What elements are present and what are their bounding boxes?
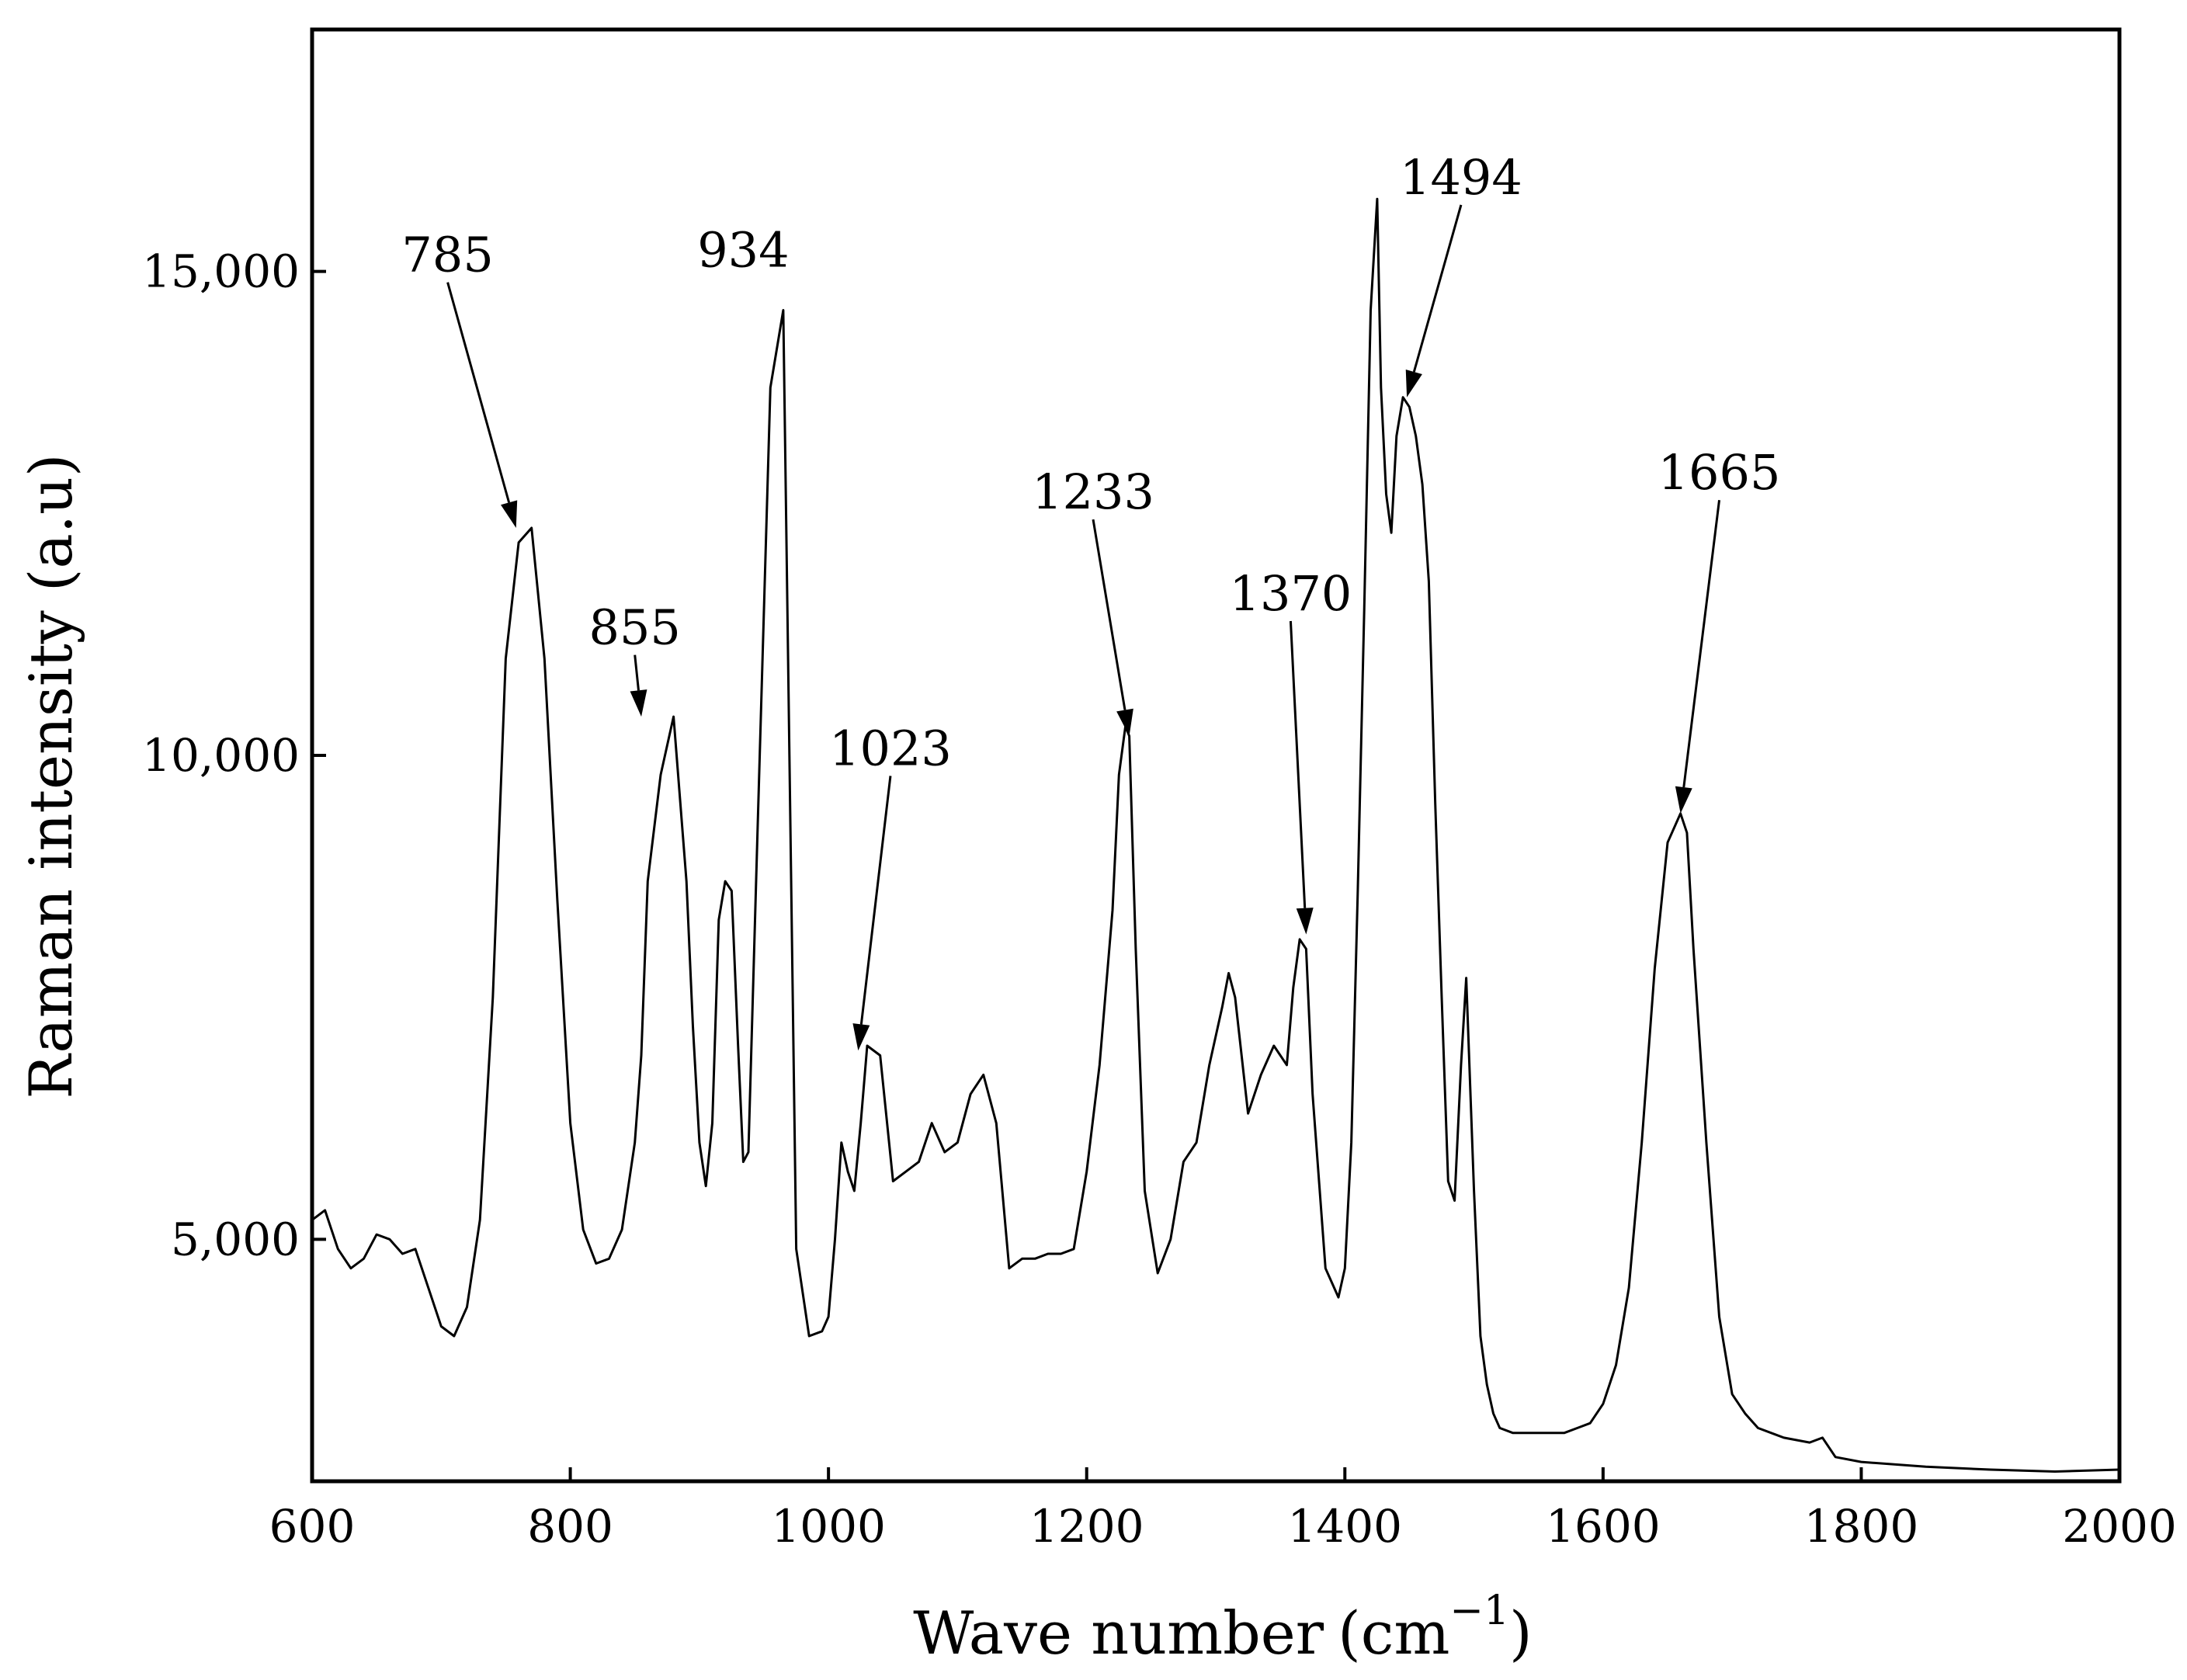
- peak-arrow-shaft: [1092, 519, 1126, 710]
- peak-arrow-head: [852, 1023, 870, 1051]
- x-tick-label: 1200: [1029, 1500, 1144, 1553]
- peak-arrow-shaft: [1682, 499, 1721, 788]
- x-tick-label: 1400: [1287, 1500, 1402, 1553]
- y-tick-label: 10,000: [142, 729, 300, 782]
- peak-label: 1665: [1658, 444, 1781, 501]
- peak-label: 1494: [1400, 149, 1522, 206]
- peak-arrow-head: [630, 689, 647, 717]
- x-tick-label: 1800: [1804, 1500, 1919, 1553]
- peak-label: 1370: [1230, 565, 1352, 622]
- peak-label: 855: [589, 599, 681, 656]
- axis-layer: 600 800 1000 1200 1400 1600 1800 2000 5,000 10,00…: [142, 27, 2177, 1553]
- x-axis-title-base: Wave number: [913, 1598, 1324, 1668]
- peak-arrow-shaft: [1412, 204, 1463, 373]
- spectrum-line: [311, 197, 2120, 1473]
- peak-arrow-head: [1116, 708, 1133, 737]
- series-layer: [311, 197, 2120, 1473]
- title-layer: Raman intensity (a.u) Wave number (cm−1): [16, 453, 1533, 1668]
- x-axis-title-unit: (cm: [1338, 1598, 1449, 1668]
- x-tick-label: 1000: [771, 1500, 886, 1553]
- plot-frame: [310, 27, 2122, 1484]
- x-tick-label: 800: [527, 1500, 613, 1553]
- peak-arrow-head: [501, 500, 518, 529]
- peak-arrow-head: [1405, 370, 1422, 397]
- y-tick-label: 5,000: [171, 1213, 300, 1265]
- peak-arrow-shaft: [634, 654, 640, 691]
- peak-label: 1023: [829, 720, 952, 776]
- peak-arrow-shaft: [859, 776, 892, 1025]
- x-tick-label: 600: [269, 1500, 356, 1553]
- y-axis-title: Raman intensity (a.u): [16, 453, 85, 1099]
- x-axis-title-unit-superscript: −1: [1449, 1588, 1509, 1634]
- x-axis-title: Wave number (cm−1): [913, 1588, 1532, 1668]
- peak-arrow-head: [1296, 908, 1314, 935]
- peak-label: 785: [401, 227, 493, 283]
- annotation-layer: 785 855 934 1023 1233 1370 1494 1665: [401, 149, 1781, 1051]
- peak-label: 1233: [1032, 463, 1154, 520]
- x-axis-title-unit-close: ): [1509, 1598, 1533, 1668]
- x-tick-label: 2000: [2062, 1500, 2177, 1553]
- peak-arrow-head: [1675, 786, 1692, 814]
- peak-arrow-shaft: [1289, 620, 1307, 908]
- x-tick-label: 1600: [1546, 1500, 1661, 1553]
- y-tick-label: 15,000: [142, 245, 300, 298]
- peak-arrow-shaft: [446, 282, 511, 503]
- peak-label: 934: [697, 221, 789, 278]
